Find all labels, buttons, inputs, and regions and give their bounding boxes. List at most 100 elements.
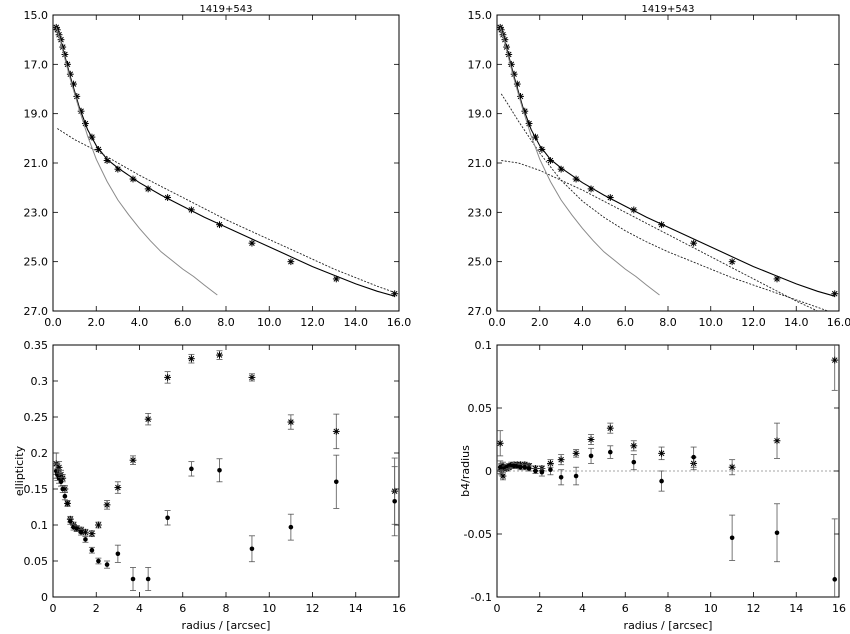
data-point-star — [773, 437, 781, 445]
chart-tr: 1419+543 0.0 2.0 4.0 6.0 8.0 10.0 12.0 14.0 16.0 1… — [468, 4, 850, 329]
data-point-dot — [74, 526, 80, 531]
x-tick-label: 10 — [262, 602, 276, 615]
data-point-dot — [62, 493, 68, 499]
data-point-star — [287, 258, 295, 266]
y-tick-label: 17.0 — [24, 58, 49, 71]
plot-frame — [496, 344, 840, 598]
data-point-star — [728, 463, 736, 471]
data-point-star — [216, 351, 223, 359]
chart-title: 1419+543 — [642, 4, 695, 15]
data-point-dot — [104, 562, 110, 567]
y-tick-label: 0 — [41, 591, 48, 604]
x-tick-label: 12.0 — [300, 316, 325, 329]
y-tick-label: 0 — [485, 465, 492, 478]
series-line — [57, 128, 395, 293]
data-point-dot — [58, 479, 64, 485]
x-tick-label: 8.0 — [217, 316, 235, 329]
plot-frame — [52, 344, 400, 598]
data-point-star — [658, 449, 665, 457]
x-tick-label: 0.0 — [488, 316, 506, 329]
data-point-dot — [56, 475, 62, 481]
series-gray-3 — [55, 27, 218, 296]
data-point-star — [630, 442, 638, 450]
x-tick-label: 4 — [579, 602, 586, 615]
series-star-0 — [497, 23, 839, 298]
series-star-0 — [497, 345, 839, 481]
x-tick-label: 14 — [349, 602, 363, 615]
chart-bl: 0 2 4 6 8 10 12 14 16 0 0.05 0.1 0.15 0.2 0.25 0.3 0.35 r… — [13, 339, 406, 632]
series-solid-1 — [55, 27, 395, 297]
x-tick-label: 12 — [747, 602, 761, 615]
data-point-dot — [288, 524, 294, 530]
y-tick-label: 15.0 — [24, 9, 49, 22]
data-point-dot — [68, 519, 73, 524]
data-point-star — [332, 428, 340, 435]
x-tick-label: 12.0 — [741, 316, 766, 329]
data-point-star — [606, 424, 614, 432]
data-point-dot — [539, 469, 545, 475]
data-point-star — [287, 418, 295, 426]
x-tick-label: 6.0 — [617, 316, 635, 329]
x-tick-label: 4 — [136, 602, 143, 615]
data-point-dot — [526, 466, 532, 471]
data-point-dot — [249, 546, 255, 552]
x-tick-label: 16 — [392, 602, 406, 615]
data-point-star — [95, 521, 102, 529]
series-dot-1 — [497, 445, 838, 597]
x-tick-label: 10.0 — [699, 316, 724, 329]
series-dotted-3 — [500, 93, 830, 311]
x-tick-label: 6 — [179, 602, 186, 615]
x-tick-label: 6.0 — [174, 316, 192, 329]
data-point-dot — [145, 576, 151, 582]
x-tick-label: 2.0 — [531, 316, 549, 329]
x-axis-title: radius / [arcsec] — [182, 619, 271, 632]
y-tick-label: -0.05 — [464, 528, 492, 541]
series-solid-1 — [499, 27, 835, 297]
y-tick-label: 21.0 — [468, 157, 493, 170]
data-point-dot — [548, 467, 553, 473]
chart-br: 0 2 4 6 8 10 12 14 16 -0.1 -0.05 0 0.05 0.1 radius / [… — [459, 339, 846, 632]
x-tick-label: 2.0 — [88, 316, 106, 329]
y-tick-label: 25.0 — [468, 256, 493, 269]
x-tick-label: 16 — [832, 602, 846, 615]
data-point-dot — [60, 486, 66, 492]
data-point-dot — [522, 464, 528, 470]
data-point-dot — [392, 498, 397, 504]
data-point-dot — [511, 463, 517, 469]
y-tick-label: 0.15 — [24, 483, 49, 496]
y-tick-label: -0.1 — [471, 591, 492, 604]
series-line — [499, 27, 660, 296]
x-tick-label: 0 — [50, 602, 57, 615]
y-tick-label: 19.0 — [24, 108, 49, 121]
x-tick-label: 16.0 — [387, 316, 412, 329]
data-point-dot — [729, 535, 735, 541]
x-tick-label: 10.0 — [257, 316, 282, 329]
x-tick-label: 8 — [665, 602, 672, 615]
y-tick-label: 0.35 — [24, 339, 49, 352]
series-line — [501, 160, 819, 311]
data-point-dot — [659, 478, 664, 484]
data-point-dot — [96, 558, 101, 564]
data-point-star — [831, 356, 839, 364]
data-point-star — [164, 374, 172, 381]
data-point-star — [728, 258, 736, 266]
data-point-dot — [774, 530, 780, 536]
data-point-star — [497, 439, 504, 447]
data-point-dot — [573, 473, 579, 479]
y-tick-label: 0.05 — [24, 555, 49, 568]
y-axis-title: b4/radius — [459, 445, 472, 497]
data-point-star — [248, 374, 256, 381]
x-tick-label: 14.0 — [784, 316, 809, 329]
data-point-dot — [78, 529, 84, 535]
data-point-dot — [217, 467, 222, 473]
data-point-dot — [558, 475, 564, 480]
x-tick-label: 8 — [223, 602, 230, 615]
y-tick-label: 0.2 — [31, 447, 49, 460]
data-point-dot — [607, 449, 613, 455]
y-tick-label: 19.0 — [468, 108, 493, 121]
y-axis-title: ellipticity — [13, 445, 26, 496]
series-line — [55, 27, 218, 296]
series-line — [55, 27, 395, 297]
x-tick-label: 6 — [622, 602, 629, 615]
